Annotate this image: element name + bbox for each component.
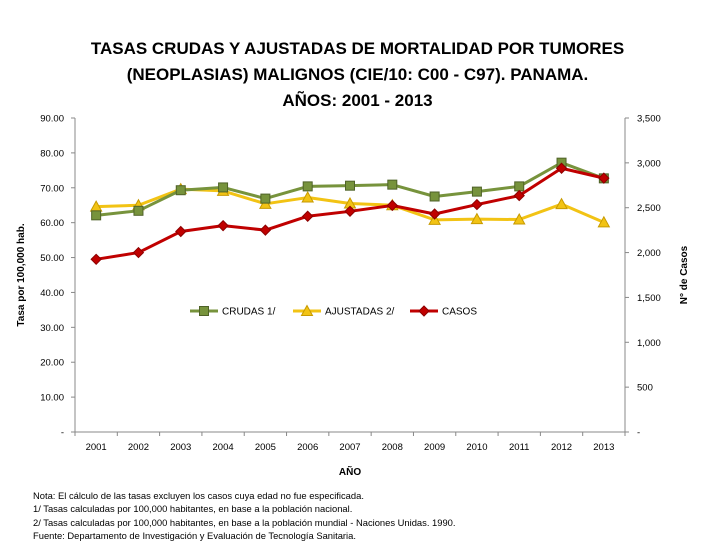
footnote-1: 1/ Tasas calculadas por 100,000 habitant… (33, 503, 353, 515)
legend-item-casos: CASOS (410, 305, 477, 318)
y-tick-label-left: - (61, 428, 64, 439)
x-tick-label: 2009 (424, 442, 445, 453)
data-point-casos (344, 205, 356, 218)
y-tick-label-left: 40.00 (40, 288, 64, 299)
chart-title-line-2: (NEOPLASIAS) MALIGNOS (CIE/10: C00 - C97… (126, 65, 589, 84)
y-tick-label-left: 90.00 (40, 114, 64, 125)
y-tick-label-left: 30.00 (40, 323, 64, 334)
chart-title-line-3: AÑOS: 2001 - 2013 (282, 91, 433, 110)
data-point-ajustadas (470, 212, 484, 225)
legend-swatch-marker (199, 306, 209, 316)
data-point-crudas (514, 181, 525, 192)
x-tick-label: 2005 (255, 442, 276, 453)
chart-axes: - 10.00 20.00 30.00 40.00 50.00 60.00 70.00 80.0… (16, 114, 690, 479)
y-axis-title-left: Tasa por 100,000 hab. (16, 223, 27, 326)
series-casos (90, 162, 610, 266)
data-point-ajustadas (597, 215, 611, 228)
x-tick-label: 2010 (466, 442, 487, 453)
data-point-crudas (175, 185, 186, 196)
x-tick-label: 2003 (170, 442, 191, 453)
y-tick-label-right: 3,000 (637, 158, 661, 169)
y-tick-label-right: 1,000 (637, 338, 661, 349)
x-tick-label: 2004 (213, 442, 234, 453)
data-point-casos (90, 253, 102, 266)
data-point-casos (132, 246, 145, 259)
x-tick-label: 2013 (593, 442, 614, 453)
x-tick-label: 2006 (297, 442, 318, 453)
data-point-ajustadas (555, 197, 568, 210)
legend-item-crudas: CRUDAS 1/ (190, 306, 276, 318)
legend-swatch-marker (418, 305, 430, 317)
data-point-crudas (91, 210, 102, 221)
y-tick-label-left: 10.00 (40, 393, 64, 404)
data-point-casos (598, 172, 610, 184)
data-point-casos (513, 189, 525, 202)
x-tick-label: 2001 (86, 442, 107, 453)
data-point-crudas (302, 181, 313, 192)
footnote-source: Fuente: Departamento de Investigación y … (33, 530, 356, 542)
footnote-2: 2/ Tasas calculadas por 100,000 habitant… (33, 516, 456, 528)
data-point-casos (386, 199, 399, 212)
chart-title: TASAS CRUDAS Y AJUSTADAS DE MORTALIDAD P… (0, 36, 715, 114)
data-point-crudas (429, 191, 440, 202)
data-point-crudas (345, 180, 355, 191)
legend-item-ajustadas: AJUSTADAS 2/ (293, 304, 394, 318)
y-tick-label-right: 500 (637, 383, 653, 394)
y-tick-label-right: 3,500 (637, 114, 661, 125)
data-point-casos (301, 210, 314, 222)
x-tick-label: 2007 (339, 442, 360, 453)
legend-label: CASOS (442, 307, 477, 318)
x-axis-title: AÑO (339, 465, 361, 478)
x-tick-label: 2012 (551, 442, 572, 453)
data-point-casos (175, 225, 187, 238)
y-tick-label-right: 2,000 (637, 248, 661, 259)
y-tick-label-left: 50.00 (40, 253, 64, 264)
data-point-casos (555, 162, 568, 174)
y-tick-label-left: 80.00 (40, 148, 64, 159)
x-tick-label: 2008 (382, 442, 403, 453)
y-tick-label-left: 60.00 (40, 218, 64, 229)
chart-legend: CRUDAS 1/AJUSTADAS 2/CASOS (190, 304, 477, 318)
data-point-ajustadas (301, 191, 315, 203)
y-tick-label-right: - (637, 428, 640, 439)
data-point-crudas (260, 193, 271, 204)
y-axis-title-right: N° de Casos (679, 245, 690, 304)
data-point-crudas (471, 186, 482, 197)
data-point-casos (217, 219, 229, 232)
legend-label: CRUDAS 1/ (222, 307, 276, 318)
x-tick-label: 2002 (128, 442, 149, 453)
y-tick-label-left: 70.00 (40, 183, 64, 194)
data-point-casos (259, 224, 272, 236)
data-point-casos (471, 198, 483, 211)
legend-label: AJUSTADAS 2/ (325, 307, 394, 318)
x-tick-label: 2011 (509, 442, 529, 453)
data-point-casos (428, 208, 441, 220)
chart-title-line-1: TASAS CRUDAS Y AJUSTADAS DE MORTALIDAD P… (90, 39, 625, 58)
y-tick-label-left: 20.00 (40, 358, 64, 369)
chart-footnotes: Nota: El cálculo de las tasas excluyen l… (33, 489, 456, 543)
y-tick-label-right: 2,500 (637, 203, 661, 214)
data-point-crudas (218, 182, 229, 193)
y-tick-label-right: 1,500 (637, 293, 661, 304)
legend-swatch-marker (300, 304, 314, 316)
data-point-crudas (387, 179, 398, 190)
chart-series (89, 157, 611, 266)
footnote-note: Nota: El cálculo de las tasas excluyen l… (33, 490, 364, 501)
data-point-ajustadas (512, 212, 526, 225)
data-point-crudas (133, 205, 144, 216)
